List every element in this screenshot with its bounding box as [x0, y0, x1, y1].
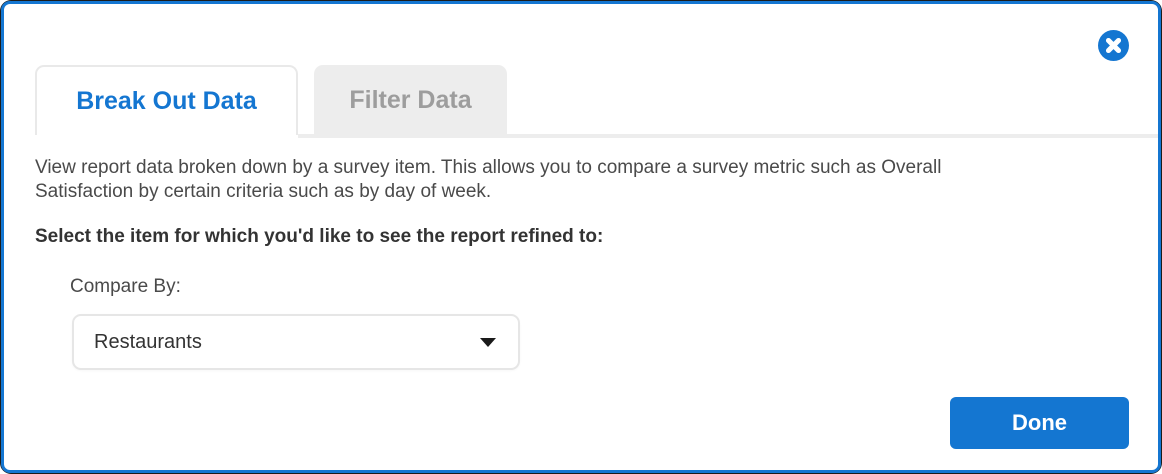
compare-by-label: Compare By:: [70, 276, 181, 297]
close-button[interactable]: [1098, 30, 1129, 61]
select-prompt-text: Select the item for which you'd like to …: [35, 226, 604, 247]
tab-bar: Break Out Data Filter Data: [35, 65, 507, 135]
tab-filter-data-label: Filter Data: [349, 85, 472, 114]
close-icon: [1098, 30, 1129, 61]
tab-divider: [298, 134, 1158, 138]
description-text: View report data broken down by a survey…: [35, 157, 942, 202]
tab-break-out-data-label: Break Out Data: [76, 86, 257, 115]
compare-by-dropdown[interactable]: Restaurants: [72, 314, 520, 370]
chevron-down-icon: [480, 337, 496, 347]
tab-filter-data[interactable]: Filter Data: [314, 65, 507, 135]
compare-by-selected-value: Restaurants: [94, 330, 202, 353]
done-button[interactable]: Done: [950, 397, 1129, 449]
tab-break-out-data[interactable]: Break Out Data: [35, 65, 298, 135]
